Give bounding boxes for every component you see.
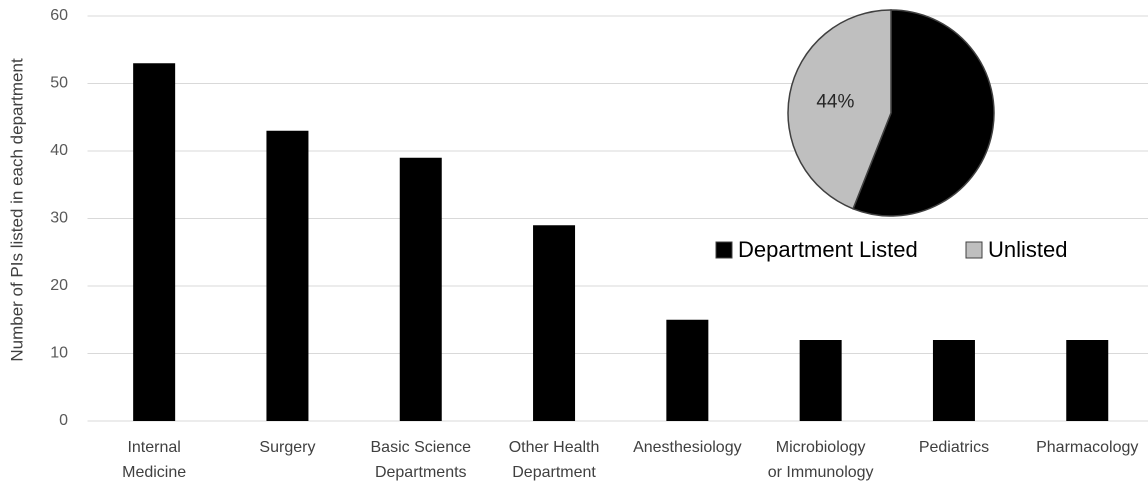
y-tick-label: 50: [50, 75, 68, 92]
x-tick-label: Anesthesiology: [633, 439, 742, 456]
bar: [533, 225, 576, 421]
x-tick-label: Surgery: [259, 439, 315, 456]
y-tick-label: 0: [59, 412, 68, 429]
pie-slice: [852, 9, 995, 217]
bar: [399, 157, 442, 421]
y-tick-label: 20: [50, 277, 68, 294]
legend-swatch: [715, 241, 733, 259]
legend-swatch: [965, 241, 983, 259]
x-tick-label: Other Health: [509, 439, 600, 456]
x-tick-label: Microbiology: [776, 439, 866, 456]
legend-label: Department Listed: [738, 237, 918, 262]
bar: [932, 340, 975, 421]
y-tick-label: 10: [50, 345, 68, 362]
y-tick-label: 60: [50, 7, 68, 24]
x-tick-label: Pharmacology: [1036, 439, 1138, 456]
y-axis-title: Number of PIs listed in each department: [7, 58, 26, 362]
x-tick-label: or Immunology: [768, 464, 874, 481]
pie-slice: [787, 9, 892, 210]
y-tick-label: 30: [50, 210, 68, 227]
x-tick-label: Department: [512, 464, 596, 481]
x-tick-label: Medicine: [122, 464, 186, 481]
bar: [133, 63, 176, 421]
x-tick-label: Pediatrics: [919, 439, 989, 456]
bar: [799, 340, 842, 421]
bar: [1066, 340, 1109, 421]
legend-label: Unlisted: [988, 237, 1067, 262]
x-tick-label: Internal: [127, 439, 180, 456]
x-tick-label: Departments: [375, 464, 467, 481]
y-tick-label: 40: [50, 142, 68, 159]
bar: [266, 130, 309, 421]
bar: [666, 319, 709, 421]
pie-label: 44%: [816, 91, 854, 112]
x-tick-label: Basic Science: [371, 439, 472, 456]
